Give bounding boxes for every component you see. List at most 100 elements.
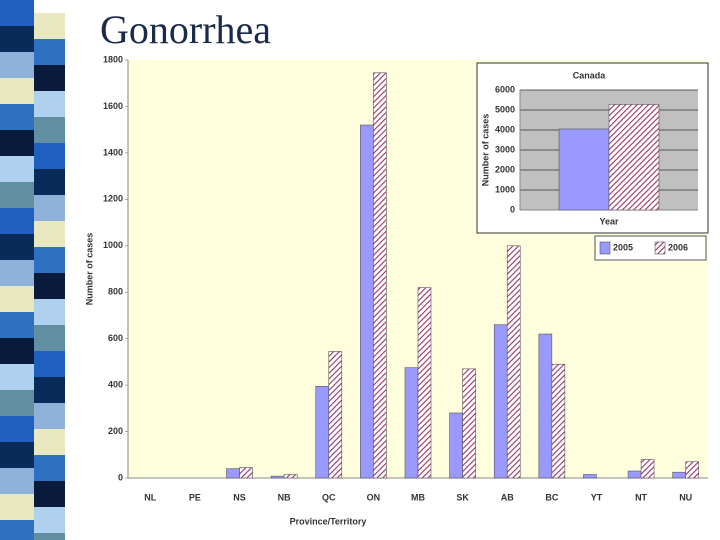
y-tick-label: 1400 <box>103 147 123 157</box>
bar <box>493 324 508 479</box>
bar <box>640 459 655 479</box>
x-tick-label: NS <box>233 492 246 502</box>
x-tick-label: NT <box>635 492 647 502</box>
stripe-block <box>0 520 34 540</box>
legend-box <box>594 235 707 261</box>
stripe-block <box>34 507 65 533</box>
y-tick-label: 2000 <box>495 164 515 174</box>
bar <box>685 461 699 479</box>
legend-swatch <box>599 241 611 255</box>
stripe-block <box>0 130 34 156</box>
y-tick-label: 600 <box>108 333 123 343</box>
bar <box>270 475 285 479</box>
y-tick-label: 1800 <box>103 54 123 64</box>
y-tick-label: 1000 <box>495 184 515 194</box>
stripe-block <box>0 338 34 364</box>
bar <box>360 124 374 479</box>
stripe-block <box>34 65 65 91</box>
bar <box>583 474 597 479</box>
bar <box>506 245 521 479</box>
y-tick-label: 1200 <box>103 194 123 204</box>
bar <box>672 471 686 479</box>
y-tick-label: 1000 <box>103 240 123 250</box>
stripe-block <box>34 403 65 429</box>
stripe-block <box>34 273 65 299</box>
bar <box>627 470 642 479</box>
stripe-block <box>34 143 65 169</box>
y-tick-label: 5000 <box>495 104 515 114</box>
x-tick-label: PE <box>189 492 201 502</box>
stripe-block <box>0 104 34 130</box>
bar <box>283 474 298 479</box>
stripe-block <box>34 117 65 143</box>
stripe-block <box>0 364 34 390</box>
bar <box>417 287 432 479</box>
x-axis-label: Year <box>599 216 619 226</box>
x-tick-label: BC <box>545 492 558 502</box>
y-tick-label: 4000 <box>495 124 515 134</box>
stripe-block <box>34 221 65 247</box>
bar <box>239 467 253 479</box>
stripe-block <box>34 39 65 65</box>
x-tick-label: AB <box>501 492 514 502</box>
stripe-block <box>34 325 65 351</box>
y-tick-label: 1600 <box>103 101 123 111</box>
x-tick-label: NB <box>278 492 291 502</box>
stripe-block <box>34 195 65 221</box>
y-tick-label: 800 <box>108 287 123 297</box>
stripe-block <box>34 91 65 117</box>
bar <box>449 412 463 479</box>
slide-title: Gonorrhea <box>100 7 271 52</box>
stripe-block <box>0 234 34 260</box>
bar <box>551 363 566 479</box>
decoration <box>0 0 65 540</box>
x-tick-label: NU <box>679 492 692 502</box>
stripe-block <box>34 377 65 403</box>
stripe-block <box>34 455 65 481</box>
stripe-block <box>0 182 34 208</box>
x-axis-label: Province/Territory <box>290 516 367 526</box>
stripe-block <box>0 78 34 104</box>
y-tick-label: 3000 <box>495 144 515 154</box>
y-tick-label: 6000 <box>495 84 515 94</box>
x-tick-label: MB <box>411 492 425 502</box>
stripe-block <box>34 299 65 325</box>
x-tick-label: NL <box>144 492 156 502</box>
bar <box>608 104 660 211</box>
bar <box>373 72 387 479</box>
x-tick-label: SK <box>456 492 469 502</box>
inset-title: Canada <box>573 70 607 80</box>
y-tick-label: 0 <box>510 204 515 214</box>
stripe-block <box>0 312 34 338</box>
stripe-block <box>0 208 34 234</box>
stripe-block <box>0 52 34 78</box>
x-tick-label: ON <box>367 492 381 502</box>
y-tick-label: 200 <box>108 426 123 436</box>
x-tick-label: YT <box>591 492 603 502</box>
stripe-block <box>34 247 65 273</box>
stripe-block <box>0 468 34 494</box>
stripe-block <box>0 260 34 286</box>
bar <box>328 351 343 479</box>
y-axis-label: Number of cases <box>480 114 490 187</box>
y-tick-label: 400 <box>108 379 123 389</box>
bar <box>538 333 553 479</box>
legend-label: 2006 <box>668 242 688 252</box>
legend-swatch <box>654 241 666 255</box>
stripe-block <box>0 390 34 416</box>
bar <box>315 385 330 479</box>
stripe-block <box>34 429 65 455</box>
bar <box>226 468 240 479</box>
stripe-block <box>0 442 34 468</box>
stripe-block <box>0 0 34 26</box>
stripe-block <box>34 169 65 195</box>
bar <box>404 367 419 479</box>
stripe-block <box>0 26 34 52</box>
legend-label: 2005 <box>613 242 633 252</box>
bar <box>558 128 610 211</box>
stripe-block <box>34 351 65 377</box>
bar <box>462 368 476 479</box>
stripe-block <box>0 156 34 182</box>
